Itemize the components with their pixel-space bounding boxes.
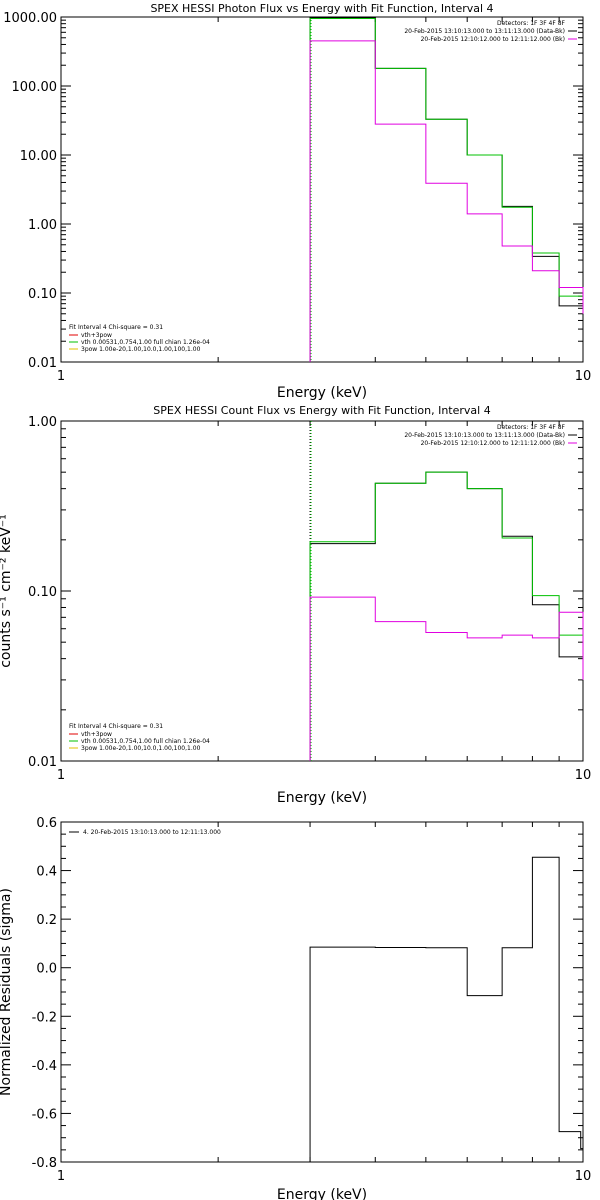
legend-top-text: 20-Feb-2015 12:10:12.000 to 12:11:12.000… (421, 440, 565, 447)
series-line-2 (309, 471, 584, 761)
legend-bottom-text: vth 0.00531,0.754,1.00 full chian 1.26e-… (81, 339, 210, 346)
y-tick-label: 0.0 (36, 962, 57, 977)
x-tick-label: 1 (57, 1169, 65, 1184)
y-tick-label: -0.8 (32, 1156, 57, 1171)
plot-frame (60, 16, 584, 363)
y-tick-label: 0.10 (28, 585, 57, 600)
plot-frame (60, 420, 584, 762)
x-tick-label: 10 (575, 768, 592, 783)
y-tick-label: -0.6 (32, 1107, 57, 1122)
legend-bottom: Fit Interval 4 Chi-square = 0.31vth+3pow… (69, 723, 210, 752)
x-tick-label: 10 (575, 1169, 592, 1184)
y-tick-label: 0.01 (28, 356, 57, 371)
series-line-1 (309, 856, 583, 1162)
chart-title: SPEX HESSI Count Flux vs Energy with Fit… (153, 404, 490, 417)
chart-panel-2: SPEX HESSI Count Flux vs Energy with Fit… (0, 404, 591, 806)
legend-top-text: 20-Feb-2015 13:10:13.000 to 13:11:13.000… (404, 28, 565, 35)
series-line-3 (309, 596, 584, 761)
x-tick-label: 10 (575, 369, 592, 384)
y-axis-label: counts s⁻¹ cm⁻² keV⁻¹ (0, 514, 14, 668)
legend-bottom-text: 3pow 1.00e-20,1.00,10.0,1.00,100,1.00 (81, 346, 201, 353)
x-tick-label: 1 (57, 369, 65, 384)
y-tick-label: -0.2 (32, 1010, 57, 1025)
legend-bottom-text: vth+3pow (81, 731, 112, 738)
legend-bottom-text: vth 0.00531,0.754,1.00 full chian 1.26e-… (81, 738, 210, 745)
legend-bottom-text: 3pow 1.00e-20,1.00,10.0,1.00,100,1.00 (81, 745, 201, 752)
y-tick-label: -0.4 (32, 1059, 57, 1074)
fit-summary: Fit Interval 4 Chi-square = 0.31 (69, 723, 163, 730)
legend-top: 4. 20-Feb-2015 13:10:13.000 to 12:11:13.… (69, 829, 221, 836)
y-axis-label: Normalized Residuals (sigma) (0, 888, 14, 1096)
plot-frame (60, 821, 584, 1163)
series-line-1 (309, 17, 584, 362)
series-line-3 (309, 40, 584, 362)
x-axis-label: Energy (keV) (277, 790, 367, 806)
y-tick-label: 0.4 (36, 865, 57, 880)
series-line-2 (309, 18, 584, 362)
y-tick-label: 0.6 (36, 816, 57, 831)
legend-top-text: Detectors: 1F 3F 4F 8F (497, 424, 566, 431)
x-axis-label: Energy (keV) (277, 1187, 367, 1200)
y-tick-label: 100.00 (12, 80, 58, 95)
chart-panel-3: Energy (keV) Normalized Residuals (sigma)… (0, 816, 591, 1200)
legend-top-text: 20-Feb-2015 13:10:13.000 to 13:11:13.000… (404, 432, 565, 439)
legend-top-text: Detectors: 1F 3F 4F 8F (497, 20, 566, 27)
y-tick-label: 0.01 (28, 755, 57, 770)
legend-top-text: 20-Feb-2015 12:10:12.000 to 12:11:12.000… (421, 36, 565, 43)
x-tick-label: 1 (57, 768, 65, 783)
legend-bottom: Fit Interval 4 Chi-square = 0.31vth+3pow… (69, 324, 210, 353)
y-tick-label: 1000.00 (3, 11, 57, 26)
series-line-1 (309, 471, 584, 761)
y-tick-label: 10.00 (20, 149, 57, 164)
y-tick-label: 0.10 (28, 287, 57, 302)
chart-panel-1: SPEX HESSI Photon Flux vs Energy with Fi… (3, 2, 591, 401)
y-tick-label: 1.00 (28, 415, 57, 430)
legend-top-text: 4. 20-Feb-2015 13:10:13.000 to 12:11:13.… (83, 829, 221, 836)
fit-summary: Fit Interval 4 Chi-square = 0.31 (69, 324, 163, 331)
chart-title: SPEX HESSI Photon Flux vs Energy with Fi… (150, 2, 493, 15)
y-tick-label: 0.2 (36, 913, 57, 928)
legend-bottom-text: vth+3pow (81, 332, 112, 339)
x-axis-label: Energy (keV) (277, 385, 367, 401)
y-tick-label: 1.00 (28, 218, 57, 233)
